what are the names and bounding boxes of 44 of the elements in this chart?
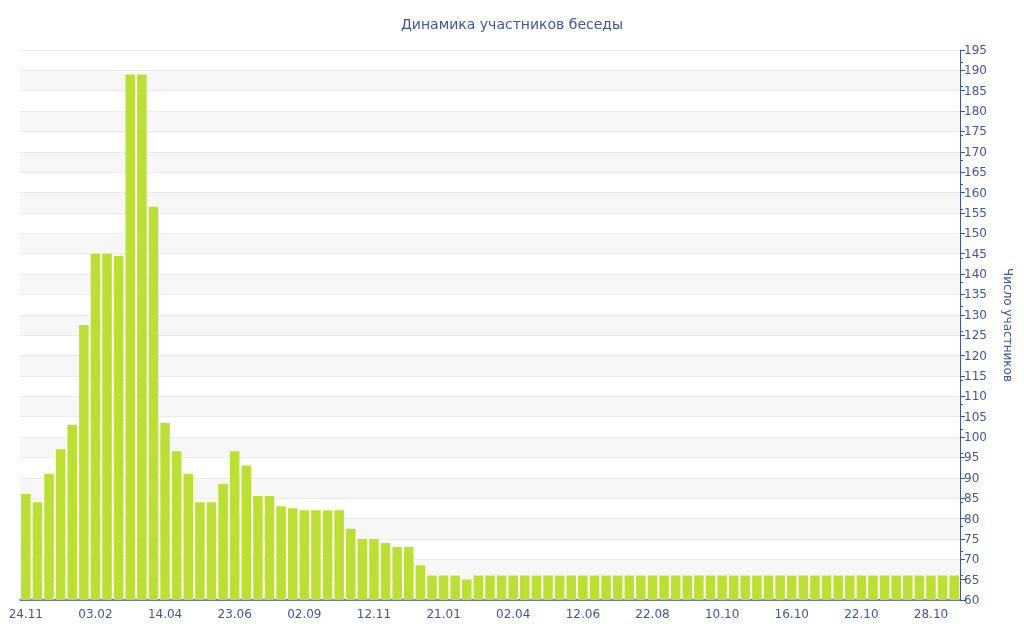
y-tick-label: 90 [964,470,980,485]
y-tick-label: 165 [964,165,987,180]
x-tick-label: 12.06 [565,607,601,621]
y-tick-label: 175 [964,124,987,139]
y-tick-label: 65 [964,572,980,587]
y-tick-label: 115 [964,368,987,383]
y-axis-title: Число участников [1001,268,1015,382]
x-tick-label: 22.10 [844,607,879,621]
y-tick-label: 180 [964,104,987,119]
y-tick-label: 110 [964,389,987,404]
x-tick-label: 22.08 [635,607,670,621]
y-tick-label: 150 [964,226,987,241]
x-tick-label: 14.04 [147,607,183,621]
y-tick-label: 130 [964,307,987,322]
x-tick-label: 24.11 [8,607,43,621]
y-tick-label: 70 [964,552,980,567]
y-tick-label: 195 [964,43,987,57]
x-tick-label: 03.02 [78,607,113,621]
y-tick-label: 170 [964,144,987,159]
y-tick-label: 155 [964,205,987,220]
y-tick-label: 135 [964,287,987,302]
y-tick-label: 120 [964,348,987,363]
y-tick-label: 160 [964,185,987,200]
y-tick-label: 185 [964,83,987,98]
y-tick-label: 80 [964,511,980,526]
x-tick-label: 10.10 [704,607,740,621]
y-tick-label: 60 [964,593,980,607]
y-tick-label: 190 [964,63,987,78]
y-tick-label: 85 [964,491,980,506]
y-tick-label: 125 [964,328,987,343]
y-tick-label: 105 [964,409,987,424]
y-tick-label: 100 [964,430,987,445]
x-tick-label: 12.11 [356,607,392,621]
y-tick-label: 145 [964,246,987,261]
x-tick-label: 02.04 [496,607,531,621]
y-tick-label: 75 [964,531,980,546]
x-tick-label: 23.06 [217,607,252,621]
x-tick-label: 16.10 [774,607,809,621]
x-tick-label: 28.10 [913,607,949,621]
chart-title: Динамика участников беседы [400,16,624,32]
x-tick-label: 02.09 [287,607,322,621]
x-tick-label: 21.01 [426,607,461,621]
y-tick-label: 140 [964,267,987,282]
y-tick-label: 95 [964,450,980,465]
